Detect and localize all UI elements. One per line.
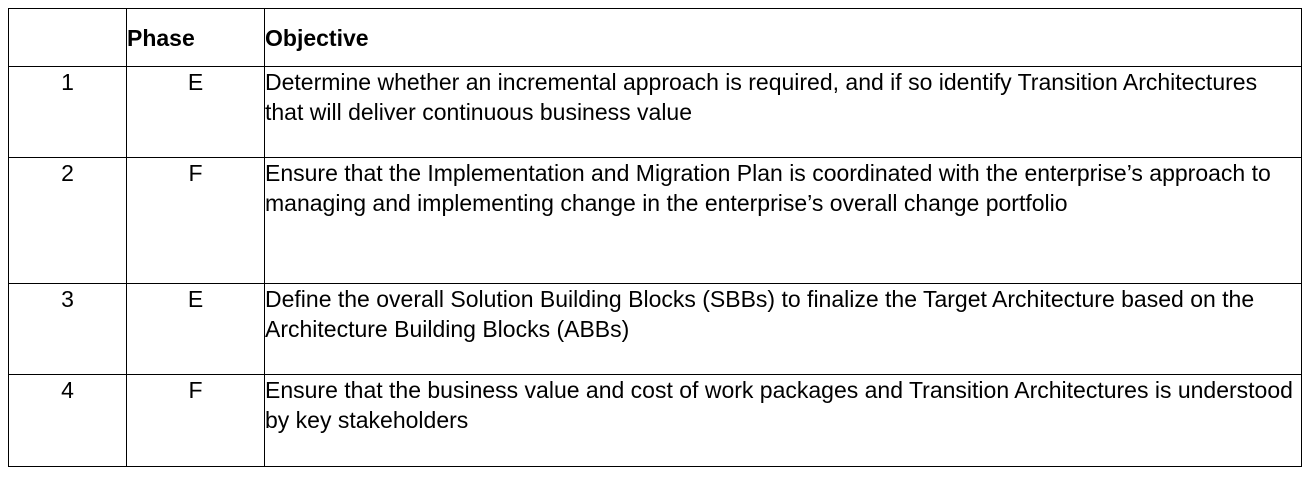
table-row: 4 F Ensure that the business value and c… (8, 374, 1302, 467)
row-objective: Determine whether an incremental approac… (264, 66, 1302, 158)
row-phase: E (126, 283, 265, 375)
row-objective: Ensure that the Implementation and Migra… (264, 157, 1302, 284)
row-objective: Define the overall Solution Building Blo… (264, 283, 1302, 375)
table-row: 2 F Ensure that the Implementation and M… (8, 157, 1302, 284)
row-number: 4 (8, 374, 127, 467)
row-phase: E (126, 66, 265, 158)
table-row: 1 E Determine whether an incremental app… (8, 66, 1302, 158)
row-number: 1 (8, 66, 127, 158)
table-row: 3 E Define the overall Solution Building… (8, 283, 1302, 375)
row-phase: F (126, 157, 265, 284)
table-body: 1 E Determine whether an incremental app… (8, 66, 1302, 467)
header-row: Phase Objective (8, 8, 1302, 67)
row-number: 3 (8, 283, 127, 375)
header-objective: Objective (264, 8, 1302, 67)
table-header: Phase Objective (8, 8, 1302, 67)
header-number (8, 8, 127, 67)
row-number: 2 (8, 157, 127, 284)
objectives-table: Phase Objective 1 E Determine whether an… (8, 8, 1302, 467)
row-objective: Ensure that the business value and cost … (264, 374, 1302, 467)
header-phase: Phase (126, 8, 265, 67)
row-phase: F (126, 374, 265, 467)
